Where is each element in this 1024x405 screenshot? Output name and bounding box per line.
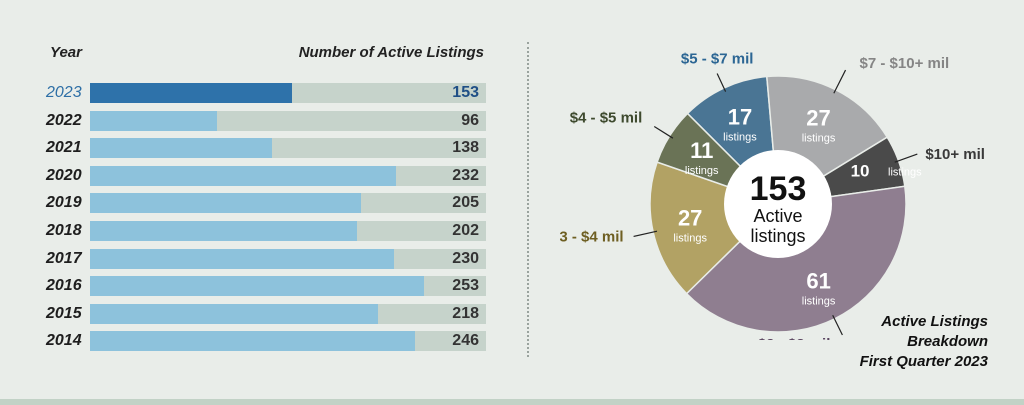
bar-row-2018: 2018 202 — [0, 221, 527, 241]
year-label: 2017 — [46, 249, 82, 267]
bar-value-label: 230 — [452, 249, 479, 267]
slice-value-label: 27 — [806, 106, 830, 131]
bottom-strip — [0, 399, 1024, 405]
bar-row-2016: 2016 253 — [0, 276, 527, 297]
slice-category-label: $7 - $10+ mil — [860, 55, 950, 72]
caption-line-1: Active Listings — [881, 313, 988, 330]
bar-fill — [90, 138, 273, 159]
bar-row-2015: 2015 218 — [0, 303, 527, 324]
slice-unit-label: listings — [802, 296, 836, 308]
section-divider — [527, 42, 529, 357]
bar-value-label: 153 — [452, 84, 479, 101]
bar-track: 246 — [90, 331, 486, 352]
year-label: 2018 — [46, 222, 82, 239]
bar-fill — [90, 110, 217, 131]
slice-leader-line — [653, 125, 674, 139]
bar-value-label: 202 — [452, 222, 479, 239]
bar-track: 253 — [90, 276, 486, 297]
bar-fill — [90, 276, 424, 297]
center-label-line-1: Active — [753, 206, 802, 226]
bar-value-label: 205 — [452, 194, 479, 212]
bar-track: 205 — [90, 193, 486, 214]
slice-value-label: 10 — [851, 162, 870, 181]
listings-column-header: Number of Active Listings — [298, 44, 484, 61]
year-label: 2016 — [46, 277, 82, 295]
year-label: 2019 — [46, 194, 82, 212]
bar-fill — [90, 221, 357, 241]
slice-unit-label: listings — [723, 131, 757, 143]
year-label: 2020 — [46, 166, 82, 184]
center-total-value: 153 — [750, 170, 807, 208]
bar-value-label: 246 — [452, 332, 479, 350]
bar-row-2023: 2023 153 — [0, 83, 527, 103]
slice-category-label: $3 - $4 mil — [560, 228, 624, 245]
bar-row-2020: 2020 232 — [0, 165, 527, 186]
bar-track: 218 — [90, 303, 486, 324]
bar-fill — [90, 248, 394, 269]
listings-price-donut-chart: 17 listings $5 - $7 mil 27 listings $7 - $10+… — [560, 50, 985, 340]
slice-value-label: 17 — [728, 104, 752, 129]
bar-row-2017: 2017 230 — [0, 248, 527, 269]
bar-row-2014: 2014 246 — [0, 331, 527, 352]
donut-center — [724, 150, 832, 258]
caption-line-2: Breakdown — [907, 333, 988, 350]
bar-fill — [90, 303, 378, 324]
center-label-line-2: listings — [750, 226, 805, 246]
bar-fill — [90, 331, 415, 352]
slice-value-label: 61 — [806, 269, 830, 294]
bar-row-2019: 2019 205 — [0, 193, 527, 214]
bar-track: 230 — [90, 248, 486, 269]
bar-track: 202 — [90, 221, 486, 241]
bar-value-label: 138 — [452, 139, 479, 157]
bar-value-label: 96 — [461, 111, 479, 129]
yearly-listings-bar-chart: 2023 153 2022 96 2021 138 2020 232 2019 205 2018 20… — [0, 83, 527, 352]
bar-fill — [90, 165, 397, 186]
slice-leader-line — [894, 153, 918, 163]
bar-track: 153 — [90, 83, 486, 103]
year-column-header: Year — [50, 44, 82, 61]
slice-category-label: $10+ mil — [925, 146, 985, 163]
bar-fill — [90, 193, 361, 214]
slice-value-label: 27 — [678, 206, 702, 231]
slice-category-label: $2 - $3 mil — [758, 336, 831, 340]
slice-leader-line — [832, 315, 843, 336]
slice-unit-label: listings — [673, 233, 707, 245]
bar-value-label: 253 — [452, 277, 479, 295]
bar-row-2021: 2021 138 — [0, 138, 527, 159]
bar-track: 232 — [90, 165, 486, 186]
slice-unit-label: listings — [802, 133, 836, 145]
year-label: 2022 — [46, 111, 82, 129]
slice-leader-line — [716, 73, 727, 92]
slice-leader-line — [833, 69, 847, 94]
bar-value-label: 232 — [452, 166, 479, 184]
slice-leader-line — [633, 230, 658, 237]
slice-value-label: 11 — [690, 138, 713, 163]
caption-line-3: First Quarter 2023 — [859, 353, 988, 370]
bar-track: 138 — [90, 138, 486, 159]
bar-value-label: 218 — [452, 304, 479, 322]
year-label: 2015 — [46, 304, 82, 322]
year-label: 2021 — [46, 139, 82, 157]
donut-caption: Active Listings Breakdown First Quarter … — [860, 312, 988, 372]
slice-category-label: $4 - $5 mil — [570, 110, 643, 127]
slice-unit-label: listings — [888, 167, 922, 179]
year-label: 2023 — [46, 84, 82, 101]
bar-row-2022: 2022 96 — [0, 110, 527, 131]
slice-unit-label: listings — [685, 165, 719, 177]
slice-category-label: $5 - $7 mil — [681, 50, 754, 67]
bar-fill — [90, 83, 292, 103]
year-label: 2014 — [46, 332, 82, 350]
bar-track: 96 — [90, 110, 486, 131]
